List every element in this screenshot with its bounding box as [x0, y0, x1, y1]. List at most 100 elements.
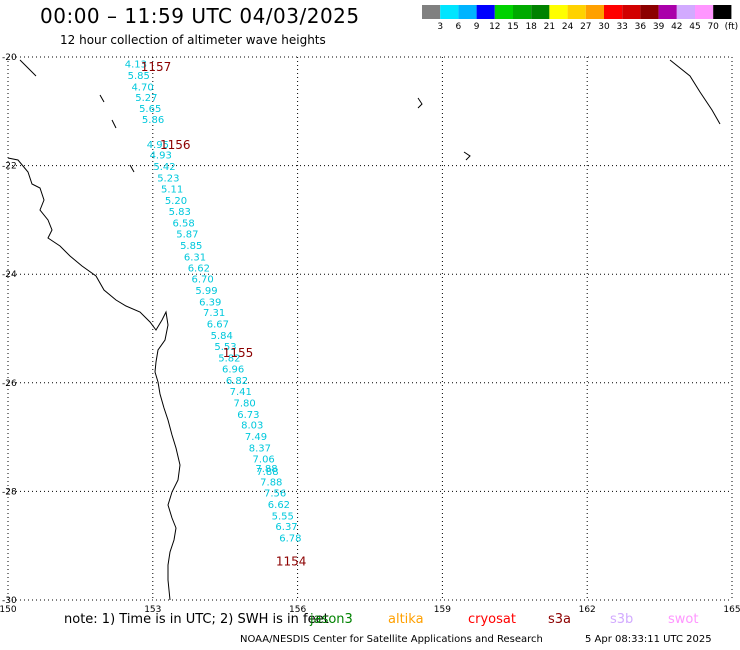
swh-value: 7.41 — [230, 387, 252, 398]
footer-timestamp: 5 Apr 08:33:11 UTC 2025 — [585, 634, 712, 645]
swh-value: 5.65 — [139, 104, 161, 115]
y-tick-label: -20 — [2, 53, 17, 63]
color-scale-label: 45 — [689, 22, 701, 32]
swh-value: 5.99 — [195, 286, 217, 297]
island-fragment — [99, 94, 135, 173]
swh-value: 5.85 — [128, 71, 150, 82]
color-cell — [476, 5, 495, 19]
color-cell — [604, 5, 623, 19]
y-tick-label: -24 — [2, 270, 17, 280]
track-label: 1154 — [276, 554, 307, 568]
swh-value: 5.27 — [135, 93, 157, 104]
satellite-jason3: jason3 — [310, 612, 353, 627]
color-cell — [676, 5, 695, 19]
wave-height-values: 4.135.854.705.275.655.864.954.935.425.23… — [125, 60, 302, 545]
swh-value: 6.39 — [199, 297, 221, 308]
x-tick-label: 159 — [434, 605, 451, 615]
swh-value: 6.78 — [279, 534, 301, 545]
swh-value: 5.42 — [153, 162, 175, 173]
swh-value: 6.58 — [172, 219, 194, 230]
swh-value: 4.70 — [131, 82, 153, 93]
color-cell — [640, 5, 659, 19]
swh-value: 7.31 — [203, 308, 225, 319]
color-cell — [440, 5, 459, 19]
x-tick-label: 150 — [0, 605, 17, 615]
coastline — [7, 59, 721, 601]
map-grid — [7, 56, 733, 601]
color-scale-label: 12 — [489, 22, 501, 32]
swh-value: 6.67 — [207, 320, 229, 331]
color-scale-label: 6 — [455, 22, 462, 32]
swh-value: 5.84 — [211, 331, 233, 342]
track-label: 1155 — [223, 346, 254, 360]
swh-value: 7.88 — [260, 478, 282, 489]
color-scale-label: 15 — [507, 22, 519, 32]
footer-credit: NOAA/NESDIS Center for Satellite Applica… — [240, 634, 543, 645]
swh-value: 5.86 — [142, 115, 164, 126]
note-line: note: 1) Time is in UTC; 2) SWH is in fe… — [0, 612, 740, 630]
swh-value: 6.73 — [237, 410, 259, 421]
swh-value: 6.62 — [188, 264, 210, 275]
x-tick-label: 162 — [579, 605, 596, 615]
color-scale-labels: 3 6 9 12 15 18 21 24 27 30 33 36 39 42 45 70 (ft) — [422, 22, 740, 36]
track-label: 1156 — [160, 138, 191, 152]
satellite-altika: altika — [388, 612, 424, 627]
swh-value: 6.31 — [184, 252, 206, 263]
y-tick-label: -26 — [2, 379, 17, 389]
small-island-2 — [463, 151, 471, 161]
color-scale-label: 42 — [671, 22, 683, 32]
new-caledonia-fragment — [669, 59, 721, 125]
color-cell — [513, 5, 532, 19]
color-cell — [658, 5, 677, 19]
color-scale-label: 33 — [616, 22, 628, 32]
y-tick-label: -28 — [2, 487, 17, 497]
satellite-s3a: s3a — [548, 612, 572, 627]
swh-value: 7.88 — [255, 464, 277, 475]
color-scale-label: 9 — [473, 22, 480, 32]
swh-value: 4.93 — [150, 151, 172, 162]
swh-value: 7.49 — [245, 432, 267, 443]
color-scale-label: 70 — [707, 22, 719, 32]
northern-coast-fragment — [19, 59, 37, 77]
australia-coastline — [7, 157, 181, 601]
color-cell — [458, 5, 477, 19]
swh-value: 6.37 — [275, 522, 297, 533]
satellite-s3b: s3b — [610, 612, 634, 627]
color-cell — [494, 5, 513, 19]
color-scale-label: 18 — [525, 22, 537, 32]
swh-value: 5.11 — [161, 184, 183, 195]
swh-value: 6.96 — [222, 365, 244, 376]
color-cell — [531, 5, 550, 19]
swh-value: 5.23 — [157, 174, 179, 185]
color-scale-label: 30 — [598, 22, 610, 32]
satellite-cryosat: cryosat — [468, 612, 516, 627]
swh-value: 5.85 — [180, 241, 202, 252]
swh-value: 7.80 — [233, 398, 255, 409]
color-scale-label: 24 — [561, 22, 574, 32]
note-text: note: 1) Time is in UTC; 2) SWH is in fe… — [64, 612, 329, 627]
track-number-labels: 1157 1156 1155 1154 — [141, 60, 307, 569]
color-cell — [567, 5, 586, 19]
x-tick-label: 165 — [723, 605, 740, 615]
satellite-swot: swot — [668, 612, 699, 627]
axis-tick-labels: 150 153 156 159 162 165 -20 -22 -24 -26 -28 -30 — [0, 53, 740, 615]
color-scale-label: 21 — [543, 22, 556, 32]
color-cell — [585, 5, 604, 19]
color-scale-label: 3 — [437, 22, 444, 32]
color-cell — [549, 5, 568, 19]
swh-value: 5.87 — [176, 229, 198, 240]
swh-value: 4.13 — [125, 60, 147, 71]
x-tick-label: 156 — [289, 605, 306, 615]
color-cell — [695, 5, 714, 19]
swh-value: 5.83 — [169, 207, 191, 218]
x-tick-label: 153 — [144, 605, 161, 615]
swh-value: 6.62 — [268, 500, 290, 511]
swh-value: 5.82 — [218, 353, 240, 364]
map-subtitle: 12 hour collection of altimeter wave hei… — [60, 33, 326, 47]
swh-value: 7.06 — [253, 454, 275, 465]
swh-value: 4.95 — [147, 140, 169, 151]
swh-value: 8.37 — [249, 443, 271, 454]
y-tick-label: -30 — [2, 596, 17, 606]
swh-value: 5.55 — [272, 511, 294, 522]
swh-value: 7.88 — [256, 467, 278, 478]
